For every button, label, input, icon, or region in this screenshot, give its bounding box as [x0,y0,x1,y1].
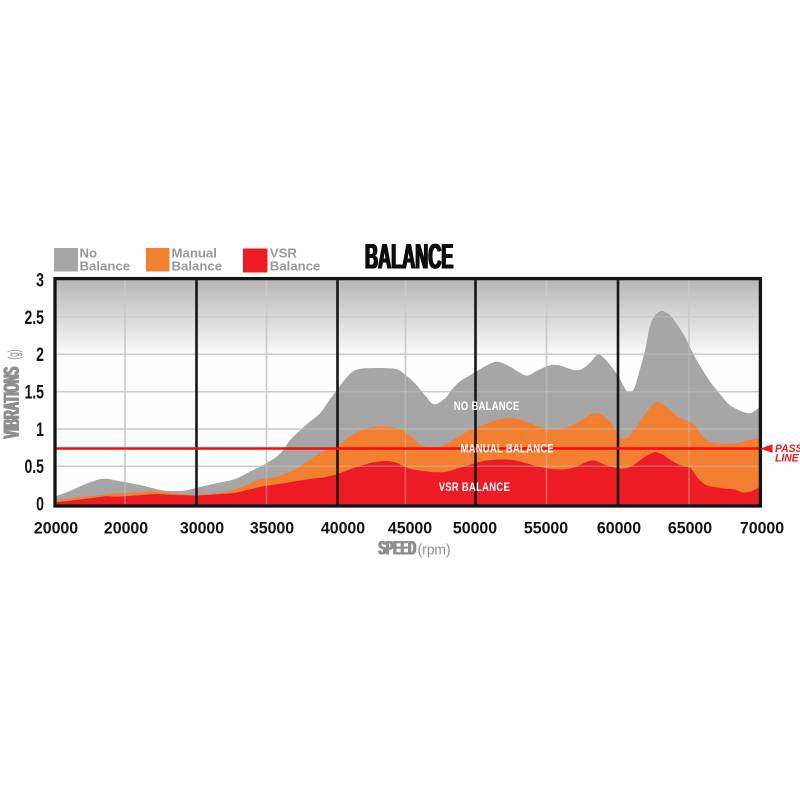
svg-text:(g): (g) [5,349,22,359]
svg-text:65000: 65000 [668,519,712,537]
svg-text:VSR: VSR [270,246,298,261]
svg-text:30000: 30000 [180,519,224,537]
svg-text:Balance: Balance [270,258,321,273]
svg-text:35000: 35000 [250,519,294,537]
svg-text:PASS: PASS [775,443,800,455]
svg-text:SPEED: SPEED [379,537,417,559]
svg-text:40000: 40000 [321,519,365,537]
svg-text:1.5: 1.5 [24,381,44,403]
svg-text:SPEED: SPEED [379,537,417,559]
svg-text:VIBRATIONS: VIBRATIONS [0,367,24,439]
svg-text:(rpm): (rpm) [418,542,451,558]
svg-text:0: 0 [36,494,44,516]
svg-text:1: 1 [36,419,44,441]
svg-text:60000: 60000 [597,519,641,537]
svg-text:MANUAL BALANCE: MANUAL BALANCE [461,442,555,456]
svg-text:No: No [80,246,98,261]
svg-text:VIBRATIONS: VIBRATIONS [0,366,24,438]
svg-text:NO BALANCE: NO BALANCE [454,400,520,414]
svg-text:VSR BALANCE: VSR BALANCE [439,481,510,495]
svg-text:20000: 20000 [104,519,148,537]
svg-text:2: 2 [36,344,44,366]
svg-text:Balance: Balance [80,258,131,273]
svg-text:55000: 55000 [524,519,568,537]
svg-text:3: 3 [36,269,44,291]
svg-text:SPEED: SPEED [378,537,416,559]
svg-text:50000: 50000 [453,519,497,537]
svg-text:Manual: Manual [172,246,217,261]
svg-text:20000: 20000 [34,519,78,537]
svg-text:LINE: LINE [775,452,800,464]
svg-text:BALANCE: BALANCE [366,236,454,276]
svg-text:Balance: Balance [172,258,223,273]
svg-text:0.5: 0.5 [24,456,44,478]
svg-text:2.5: 2.5 [24,307,44,329]
svg-text:70000: 70000 [740,519,784,537]
svg-text:VIBRATIONS: VIBRATIONS [0,368,24,440]
svg-text:45000: 45000 [388,519,432,537]
svg-text:BALANCE: BALANCE [365,236,453,276]
svg-text:BALANCE: BALANCE [364,236,452,276]
